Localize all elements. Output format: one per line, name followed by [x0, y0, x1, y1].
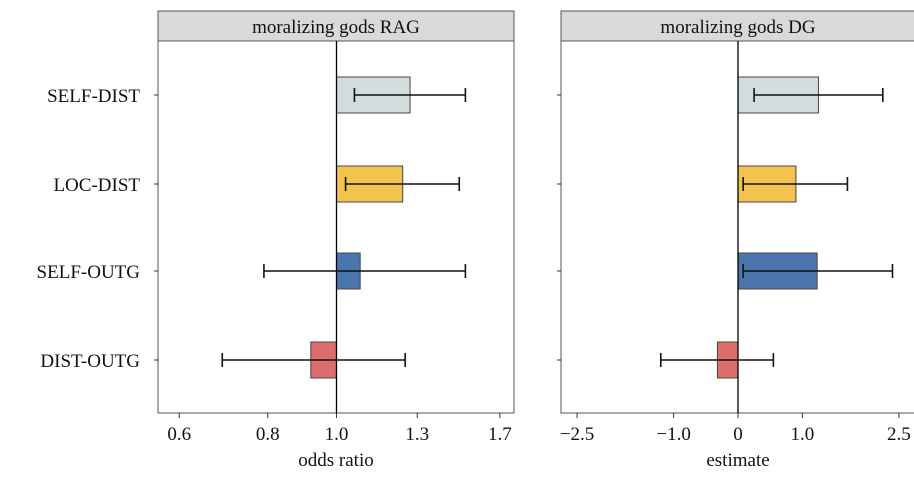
- panel-rag: moralizing gods RAG 0.6 0.8 1.0 1.3 1.7 SELF…: [37, 10, 515, 471]
- x-tick-label: 2.5: [887, 424, 911, 445]
- category-label-self-outg: SELF-OUTG: [37, 262, 141, 283]
- x-tick-label: 0: [733, 424, 743, 445]
- marks-rag: 0.6 0.8 1.0 1.3 1.7: [154, 41, 512, 445]
- category-label-loc-dist: LOC-DIST: [53, 175, 140, 196]
- panel-title-dg: moralizing gods DG: [660, 17, 815, 38]
- panel-title-rag: moralizing gods RAG: [252, 17, 420, 38]
- x-tick-label: −1.0: [656, 424, 690, 445]
- x-tick-label: 1.7: [488, 424, 512, 445]
- strip-dg: [560, 10, 914, 42]
- x-tick-label: 1.0: [790, 424, 814, 445]
- category-label-dist-outg: DIST-OUTG: [40, 351, 140, 372]
- strip-rag: [157, 10, 515, 42]
- x-tick-label: 0.8: [256, 424, 280, 445]
- marks-dg: −2.5 −1.0 0 1.0 2.5: [557, 41, 911, 445]
- x-tick-label: 0.6: [167, 424, 191, 445]
- category-label-self-dist: SELF-DIST: [47, 86, 140, 107]
- x-axis-title-rag: odds ratio: [298, 450, 373, 471]
- panel-dg: moralizing gods DG −2.5 −1.0 0 1.0 2.5 estim…: [557, 10, 914, 471]
- x-tick-label: −2.5: [560, 424, 594, 445]
- x-tick-label: 1.3: [405, 424, 429, 445]
- x-axis-title-dg: estimate: [706, 450, 769, 471]
- x-tick-label: 1.0: [325, 424, 349, 445]
